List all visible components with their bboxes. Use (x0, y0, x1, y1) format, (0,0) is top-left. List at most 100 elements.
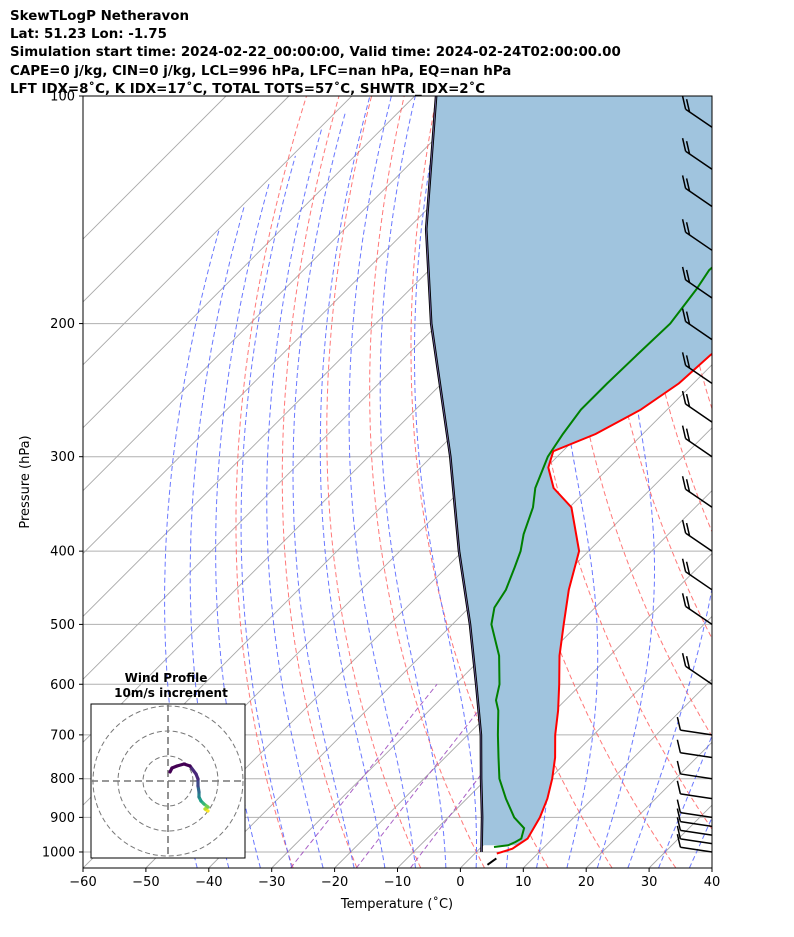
y-axis-ticks: 100 200 300 400 500 600 700 800 900 1000 (42, 90, 83, 860)
wind-barb-flag (685, 479, 691, 493)
wind-barb (676, 834, 713, 853)
wind-barb-flag (685, 178, 691, 192)
wind-barb-flag (681, 390, 687, 405)
isotherm (208, 364, 712, 868)
moist-adiabat (627, 96, 712, 868)
moist-adiabat (658, 734, 712, 868)
temperature-line (496, 352, 712, 855)
x-tick-label: 30 (641, 875, 658, 890)
wind-barb (676, 817, 713, 836)
wind-barb (676, 780, 713, 800)
wind-barb (676, 739, 713, 759)
x-tick-label: 0 (456, 875, 464, 890)
isotherm (83, 96, 353, 366)
chart-series (424, 96, 712, 866)
wind-barb-staff (685, 231, 713, 251)
isotherm (711, 867, 712, 868)
wind-barb-flag (681, 593, 687, 607)
isotherm (775, 96, 794, 868)
wind-barb (681, 593, 713, 626)
wind-barb-staff (685, 403, 713, 423)
isotherm (460, 615, 712, 868)
wind-barb-flag (685, 355, 691, 369)
y-tick-label: 300 (50, 450, 75, 465)
isotherm (83, 96, 541, 555)
parcel-area-fill (426, 96, 712, 846)
wind-barb-flag (681, 476, 687, 490)
indices-line-2: LFT IDX=8˚C, K IDX=17˚C, TOTAL TOTS=57˚C… (10, 81, 486, 97)
wind-barb-staff (685, 187, 713, 208)
inset-title: Wind Profile (125, 671, 208, 685)
wind-profile-inset: Wind Profile 10m/s increment (90, 671, 246, 859)
wind-barb-staff (685, 320, 713, 341)
wind-barb-flag (685, 141, 691, 155)
wind-barb-flag (685, 99, 691, 113)
wind-barb (681, 390, 713, 423)
wind-barb (681, 175, 713, 208)
wind-barb-staff (680, 752, 713, 759)
y-tick-label: 1000 (42, 845, 75, 860)
wind-barb-flag (676, 716, 682, 731)
mixing-ratio-line (409, 683, 551, 868)
location-line: Lat: 51.23 Lon: -1.75 (10, 27, 167, 43)
wind-barb-flag (685, 311, 691, 325)
wind-barbs (676, 96, 713, 853)
wind-barb-flag (676, 834, 682, 848)
wind-barb (681, 425, 713, 458)
x-tick-label: −10 (384, 875, 411, 890)
y-tick-label: 400 (50, 545, 75, 560)
wind-barb-flag (685, 522, 691, 537)
x-axis-ticks: −60 −50 −40 −30 −20 −10 0 10 20 30 40 (69, 868, 720, 890)
wind-barb-staff (680, 820, 713, 828)
moist-adiabat (240, 155, 296, 868)
wind-barb (681, 266, 713, 299)
wind-barb-staff (685, 108, 713, 128)
moist-adiabat (720, 96, 794, 868)
x-tick-label: −60 (69, 875, 96, 890)
wind-barb-staff (680, 811, 713, 819)
y-tick-label: 900 (50, 811, 75, 826)
isotherm (83, 96, 416, 429)
wind-barb-staff (680, 846, 713, 853)
wind-barb-flag (681, 653, 687, 667)
moist-adiabat (319, 96, 386, 868)
wind-barb-flag (676, 760, 682, 775)
x-tick-label: 10 (515, 875, 532, 890)
wind-barb-staff (685, 665, 713, 685)
wind-barb-flag (681, 175, 687, 189)
isotherm (271, 427, 712, 868)
wind-barb (676, 825, 713, 845)
wind-barb-flag (681, 219, 687, 233)
wind-barb-staff (685, 571, 713, 591)
wind-barb (676, 799, 713, 819)
wind-barb-staff (685, 488, 713, 508)
hodograph-segment (168, 766, 174, 774)
moist-adiabat (379, 96, 447, 868)
x-tick-label: −50 (132, 875, 159, 890)
wind-barb-flag (685, 428, 691, 442)
wind-barb-flag (681, 558, 687, 572)
surface-marker (486, 857, 497, 866)
wind-barb-flag (685, 656, 691, 670)
wind-barb (676, 808, 713, 828)
inset-subtitle: 10m/s increment (114, 686, 228, 700)
y-tick-label: 100 (50, 90, 75, 105)
chart-title: SkewTLogP Netheravon (10, 9, 189, 24)
wind-barb-flag (681, 308, 687, 322)
dry-adiabat (235, 96, 307, 868)
y-tick-label: 800 (50, 772, 75, 787)
parcel-profile-highlight (425, 96, 483, 853)
x-tick-label: −40 (195, 875, 222, 890)
isotherm (83, 96, 478, 492)
isotherm (334, 489, 712, 868)
hodograph (91, 704, 245, 858)
wind-barb-flag (685, 222, 691, 236)
wind-barb (676, 760, 713, 780)
wind-barb (681, 308, 713, 341)
wind-barb-flag (681, 96, 687, 110)
wind-barb-staff (680, 773, 713, 780)
cape-fill-area (426, 96, 712, 846)
x-tick-label: −20 (321, 875, 348, 890)
isotherm (522, 678, 712, 868)
moist-adiabat (348, 96, 416, 868)
